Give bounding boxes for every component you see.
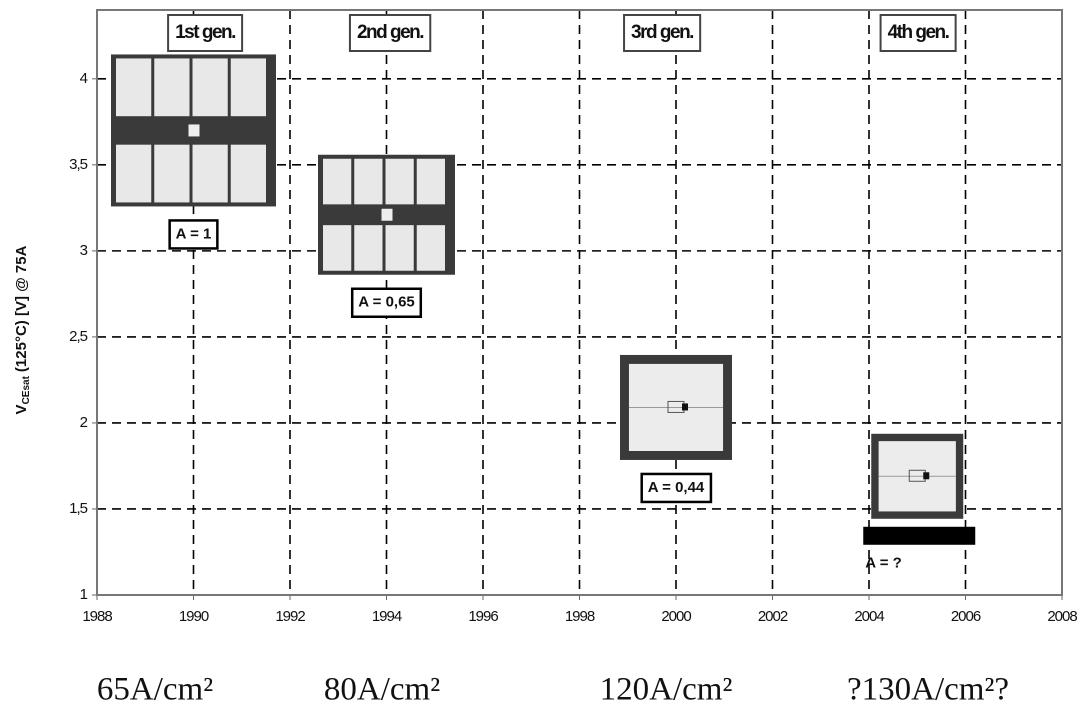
chip-cell <box>354 159 382 205</box>
y-tick-label: 4 <box>80 70 88 87</box>
y-tick-label: 1,5 <box>69 500 88 517</box>
chip-cell <box>323 225 351 271</box>
area-bar <box>863 527 975 545</box>
chip-cell <box>116 145 151 203</box>
x-tick-label: 1998 <box>565 608 595 625</box>
x-tick-label: 1990 <box>179 608 209 625</box>
x-tick-label: 1992 <box>275 608 305 625</box>
x-tick-label: 1994 <box>372 608 402 625</box>
y-tick-label: 3 <box>80 242 88 259</box>
chip-gate <box>189 124 200 136</box>
chip-cell <box>417 159 445 205</box>
area-label: A = 0,44 <box>648 479 705 496</box>
y-label-main: V <box>13 404 30 414</box>
current-density: ?130A/cm²? <box>847 672 1009 708</box>
chip-cell <box>231 58 266 116</box>
x-tick-label: 1996 <box>468 608 498 625</box>
generation-label: 3rd gen. <box>631 22 693 43</box>
area-label: A = 0,65 <box>358 294 415 311</box>
y-label-sub: CEsat <box>21 375 32 404</box>
chip-cell <box>154 58 189 116</box>
chip <box>111 54 276 206</box>
y-tick-label: 1 <box>80 586 88 603</box>
area-label: A = 1 <box>176 225 212 242</box>
chip <box>871 434 963 519</box>
x-tick-label: 2004 <box>854 608 884 625</box>
chip-cell <box>154 145 189 203</box>
x-tick-label: 2002 <box>758 608 788 625</box>
x-tick-label: 2000 <box>661 608 691 625</box>
x-tick-label: 2008 <box>1047 608 1077 625</box>
y-label-rest: (125°C) [V] @ 75A <box>13 245 30 372</box>
x-tick-label: 1988 <box>82 608 112 625</box>
chip-cell <box>193 58 228 116</box>
y-tick-label: 2 <box>80 414 88 431</box>
generation-label: 4th gen. <box>888 22 949 43</box>
y-axis-label: VCEsat (125°C) [V] @ 75A <box>13 245 32 414</box>
generation-label: 2nd gen. <box>357 22 423 43</box>
current-density: 120A/cm² <box>600 672 733 708</box>
chip <box>620 355 732 460</box>
chart: VCEsat (125°C) [V] @ 75A 1988 1990 1992 1994… <box>0 0 1089 723</box>
chip <box>318 155 455 275</box>
current-density: 65A/cm² <box>97 672 213 708</box>
chip-cell <box>193 145 228 203</box>
x-tick-label: 2006 <box>951 608 981 625</box>
chip-dot <box>923 472 929 479</box>
generation-label: 1st gen. <box>175 22 235 43</box>
y-tick-label: 3,5 <box>69 156 88 173</box>
chip-cell <box>417 225 445 271</box>
chip-cell <box>231 145 266 203</box>
chip-cell <box>386 225 414 271</box>
chip-cell <box>354 225 382 271</box>
chip-cell <box>323 159 351 205</box>
area-label: A = ? <box>865 555 902 572</box>
current-density: 80A/cm² <box>324 672 440 708</box>
chip-cell <box>116 58 151 116</box>
chip-dot <box>682 403 688 410</box>
chip-cell <box>386 159 414 205</box>
chip-gate <box>382 209 393 221</box>
y-tick-label: 2,5 <box>69 328 88 345</box>
